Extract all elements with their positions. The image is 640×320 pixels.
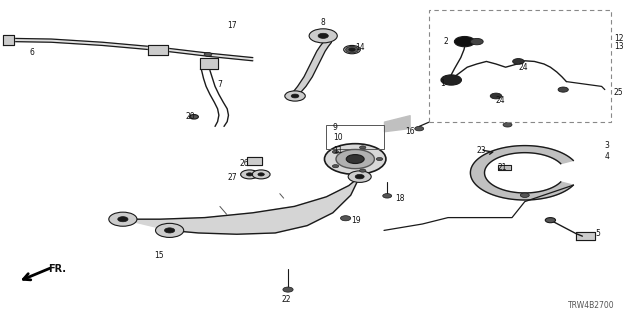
Circle shape: [164, 228, 175, 233]
Text: 25: 25: [613, 88, 623, 97]
Text: 23: 23: [477, 146, 486, 155]
Text: 20: 20: [186, 112, 195, 121]
Circle shape: [318, 33, 328, 38]
Text: 2: 2: [444, 37, 448, 46]
Circle shape: [349, 48, 355, 51]
Circle shape: [332, 150, 339, 154]
Text: TRW4B2700: TRW4B2700: [568, 301, 614, 310]
Polygon shape: [291, 42, 332, 94]
Circle shape: [156, 223, 184, 237]
Polygon shape: [3, 35, 14, 45]
Text: 17: 17: [227, 21, 237, 30]
Circle shape: [291, 94, 299, 98]
Polygon shape: [247, 157, 262, 165]
Polygon shape: [123, 177, 360, 234]
Text: 21: 21: [498, 164, 508, 172]
Text: 14: 14: [355, 44, 365, 52]
Circle shape: [558, 87, 568, 92]
Text: 18: 18: [396, 194, 405, 203]
Circle shape: [513, 59, 524, 64]
Circle shape: [470, 38, 483, 45]
Text: 1: 1: [440, 79, 445, 88]
Circle shape: [490, 93, 502, 99]
Circle shape: [204, 52, 212, 56]
Circle shape: [309, 29, 337, 43]
Circle shape: [252, 170, 270, 179]
Text: 9: 9: [333, 124, 338, 132]
Circle shape: [441, 75, 461, 85]
Circle shape: [344, 45, 360, 54]
Circle shape: [360, 146, 366, 149]
Polygon shape: [498, 165, 511, 170]
Circle shape: [258, 173, 264, 176]
Circle shape: [189, 115, 198, 119]
Circle shape: [283, 287, 293, 292]
Circle shape: [415, 126, 424, 131]
Circle shape: [348, 171, 371, 182]
Text: 3: 3: [605, 141, 610, 150]
Text: 26: 26: [240, 159, 250, 168]
Text: FR.: FR.: [48, 264, 66, 275]
Polygon shape: [200, 58, 218, 69]
Circle shape: [324, 144, 386, 174]
Circle shape: [454, 36, 475, 47]
Text: 7: 7: [218, 80, 223, 89]
Text: 19: 19: [351, 216, 360, 225]
Circle shape: [376, 157, 383, 161]
Circle shape: [520, 193, 529, 197]
Polygon shape: [148, 45, 168, 55]
Text: 15: 15: [154, 252, 164, 260]
Circle shape: [118, 217, 128, 222]
Bar: [429, 10, 611, 122]
Polygon shape: [13, 38, 253, 61]
Text: 10: 10: [333, 133, 342, 142]
Text: 4: 4: [605, 152, 610, 161]
Circle shape: [285, 91, 305, 101]
Text: 27: 27: [227, 173, 237, 182]
Circle shape: [340, 216, 351, 221]
Circle shape: [346, 155, 364, 164]
Circle shape: [246, 173, 253, 176]
Bar: [326, 125, 384, 149]
Text: 5: 5: [595, 229, 600, 238]
Text: 6: 6: [29, 48, 35, 57]
Circle shape: [336, 149, 374, 169]
Text: 13: 13: [614, 42, 624, 51]
Circle shape: [355, 174, 364, 179]
Circle shape: [503, 123, 512, 127]
Circle shape: [109, 212, 137, 226]
Circle shape: [360, 169, 366, 172]
Circle shape: [346, 46, 358, 53]
Polygon shape: [470, 146, 573, 200]
Text: 8: 8: [321, 18, 326, 27]
Circle shape: [332, 164, 339, 168]
Polygon shape: [576, 232, 595, 240]
Circle shape: [383, 194, 392, 198]
Text: 12: 12: [614, 34, 624, 43]
Text: 11: 11: [333, 146, 342, 155]
Circle shape: [241, 170, 259, 179]
Text: 16: 16: [405, 127, 415, 136]
Text: 22: 22: [282, 295, 291, 304]
Circle shape: [545, 218, 556, 223]
Text: 24: 24: [518, 63, 528, 72]
Text: 24: 24: [496, 96, 506, 105]
